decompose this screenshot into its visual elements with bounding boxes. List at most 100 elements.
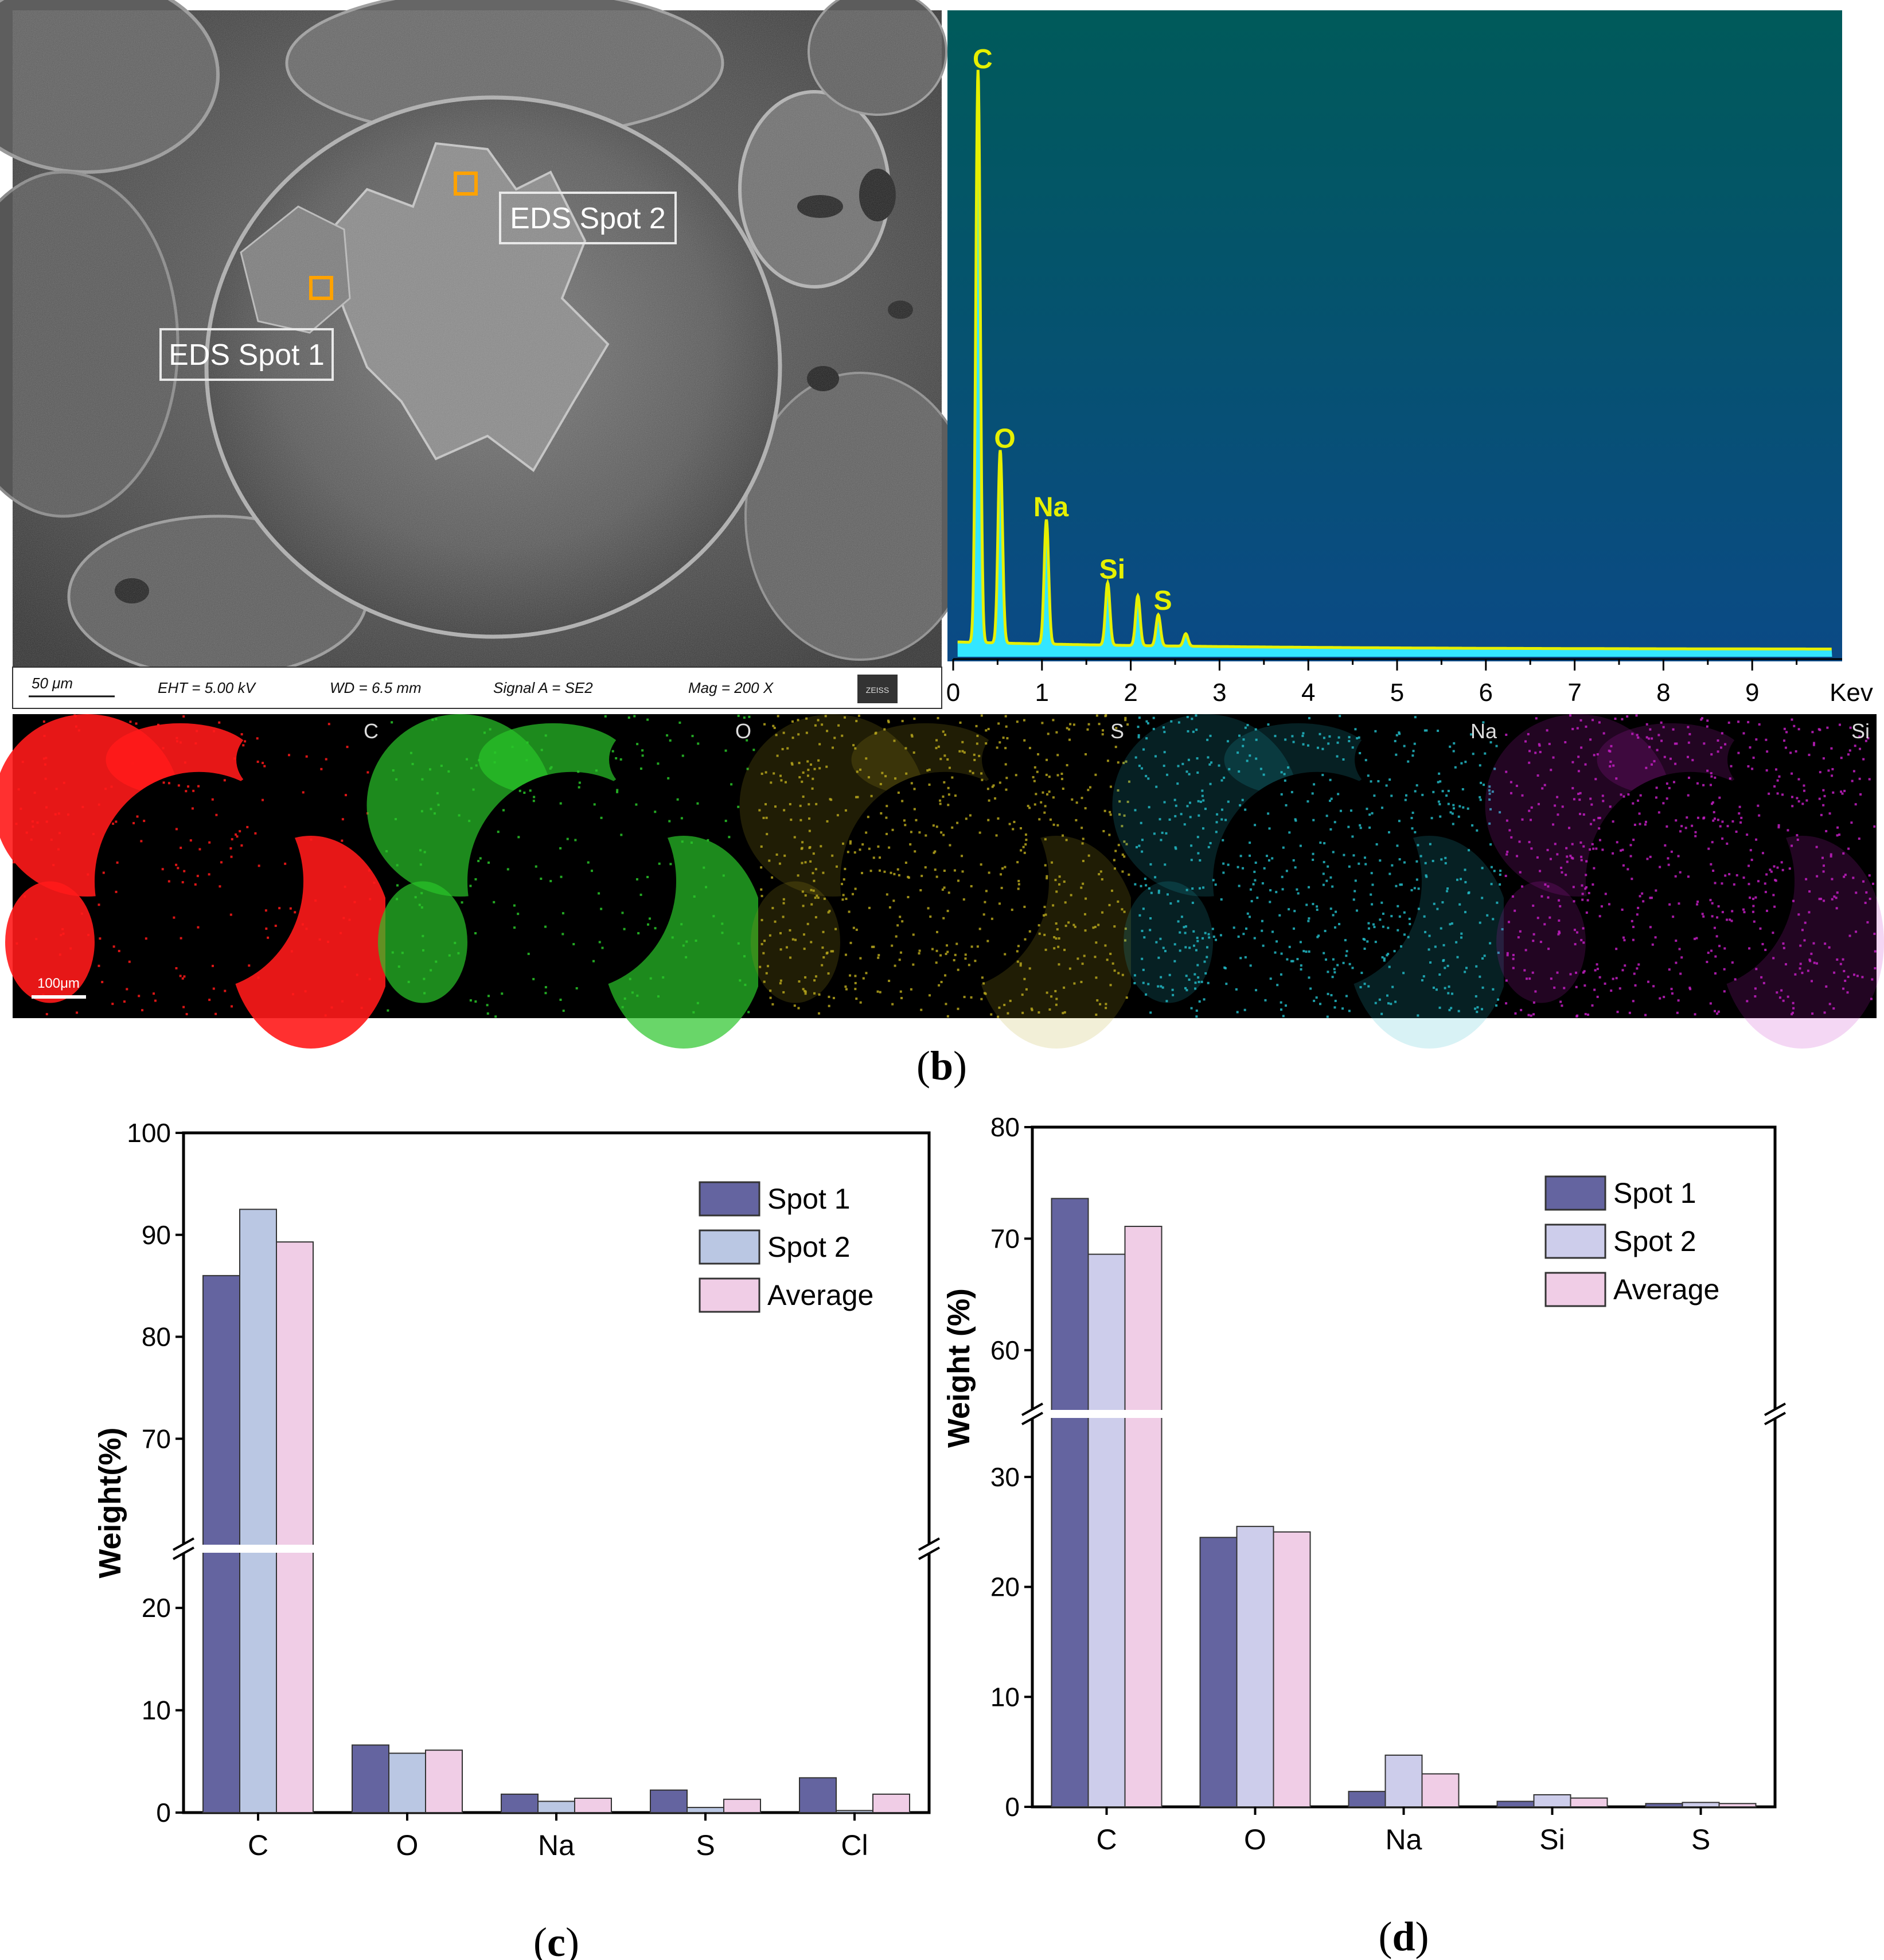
map-speckle — [1284, 779, 1286, 782]
map-speckle — [1707, 847, 1710, 850]
map-speckle — [1818, 797, 1821, 800]
map-speckle — [1815, 845, 1818, 848]
map-speckle — [857, 714, 860, 717]
map-speckle — [1475, 965, 1478, 968]
map-speckle — [1707, 952, 1710, 954]
eds-spot-2-label: EDS Spot 2 — [510, 202, 666, 235]
map-speckle — [1423, 915, 1426, 918]
map-speckle — [1134, 756, 1137, 759]
map-speckle — [1160, 985, 1163, 988]
map-speckle — [884, 775, 887, 778]
map-speckle — [1710, 772, 1713, 775]
map-speckle — [1363, 947, 1366, 950]
map-speckle — [1196, 964, 1199, 967]
map-speckle — [879, 856, 881, 859]
map-speckle — [779, 948, 782, 951]
map-speckle — [1557, 813, 1559, 816]
map-speckle — [1043, 914, 1046, 917]
map-speckle — [57, 812, 60, 815]
map-speckle — [1325, 879, 1328, 882]
map-speckle — [945, 1003, 947, 1006]
map-speckle — [808, 817, 811, 820]
map-speckle — [1447, 802, 1450, 805]
map-speckle — [1196, 757, 1199, 760]
map-speckle — [1321, 774, 1324, 777]
map-speckle — [1390, 794, 1393, 797]
map-speckle — [1764, 949, 1767, 952]
map-speckle — [1768, 792, 1770, 795]
map-speckle — [1040, 801, 1043, 804]
map-speckle — [963, 996, 966, 999]
map-speckle — [1822, 757, 1825, 760]
map-speckle — [1345, 954, 1348, 957]
map-speckle — [1109, 811, 1111, 813]
map-speckle — [1261, 882, 1264, 884]
map-speckle — [1465, 967, 1468, 969]
map-speckle — [1596, 995, 1599, 998]
map-speckle — [1163, 765, 1165, 767]
map-speckle — [808, 829, 811, 832]
map-speckle — [932, 824, 935, 827]
map-speckle — [802, 988, 805, 991]
map-speckle — [1717, 905, 1720, 908]
map-speckle — [1393, 950, 1396, 953]
map-speckle — [747, 1011, 750, 1014]
map-speckle — [1544, 883, 1547, 886]
map-speckle — [928, 994, 931, 997]
map-speckle — [1796, 838, 1799, 841]
map-speckle — [786, 747, 789, 750]
map-speckle — [1558, 932, 1561, 934]
map-speckle — [1598, 827, 1601, 830]
map-speckle — [1532, 1001, 1535, 1004]
map-speckle — [920, 1008, 923, 1011]
map-speckle — [1524, 949, 1527, 952]
map-speckle — [458, 814, 461, 817]
map-speckle — [1192, 944, 1195, 947]
map-speckle — [817, 896, 820, 899]
map-speckle — [1836, 834, 1839, 837]
map-speckle — [766, 833, 769, 836]
map-speckle — [104, 788, 107, 790]
map-speckle — [1023, 977, 1026, 980]
map-speckle — [1194, 981, 1197, 984]
map-speckle — [1284, 738, 1287, 741]
map-speckle — [1285, 870, 1288, 872]
map-speckle — [961, 741, 964, 743]
map-speckle — [342, 917, 345, 919]
map-speckle — [705, 886, 708, 889]
map-speckle — [36, 821, 39, 824]
map-speckle — [1536, 774, 1539, 777]
map-speckle — [97, 903, 100, 906]
map-speckle — [1308, 716, 1310, 719]
map-speckle — [1730, 919, 1733, 922]
map-speckle — [914, 850, 916, 853]
map-speckle — [891, 828, 894, 831]
map-speckle — [939, 802, 942, 805]
map-speckle — [1488, 792, 1491, 795]
map-speckle — [1440, 858, 1443, 861]
map-speckle — [827, 911, 830, 914]
map-speckle — [153, 992, 155, 995]
map-speckle — [477, 860, 480, 863]
map-speckle — [822, 930, 825, 933]
map-speckle — [561, 912, 564, 915]
map-speckle — [954, 794, 957, 797]
map-speckle — [1769, 868, 1772, 871]
map-speckle — [1395, 753, 1398, 756]
map-speckle — [1055, 731, 1058, 734]
map-speckle — [1803, 789, 1805, 792]
map-speckle — [836, 814, 839, 817]
map-speckle — [175, 737, 178, 739]
map-speckle — [264, 909, 267, 912]
map-speckle — [1140, 884, 1142, 887]
map-speckle — [305, 755, 308, 758]
y-tick-label: 70 — [990, 1223, 1020, 1253]
map-speckle — [1671, 992, 1674, 995]
map-speckle — [1713, 817, 1716, 820]
map-speckle — [115, 820, 118, 823]
y-tick-label: 20 — [990, 1572, 1020, 1602]
y-tick-label: 90 — [142, 1220, 171, 1250]
map-speckle — [844, 809, 847, 812]
map-speckle — [1313, 999, 1316, 1002]
map-speckle — [301, 923, 304, 926]
